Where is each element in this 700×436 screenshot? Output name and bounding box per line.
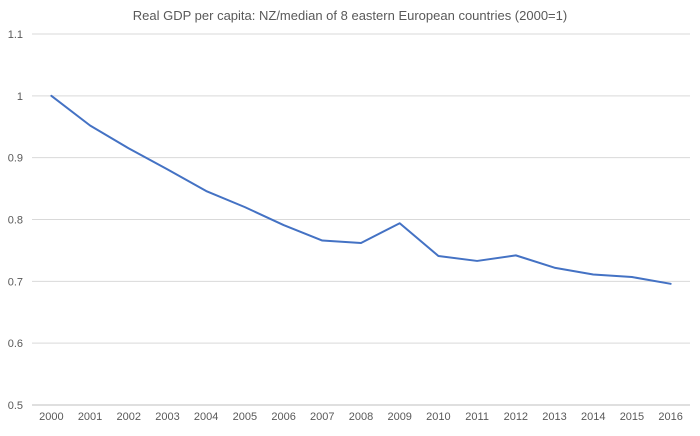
series-line xyxy=(50,94,672,285)
series-layer xyxy=(49,93,673,286)
chart-title: Real GDP per capita: NZ/median of 8 east… xyxy=(133,8,567,23)
data-point xyxy=(591,272,596,277)
x-tick-label: 2010 xyxy=(426,411,450,423)
data-point xyxy=(436,253,441,258)
data-point xyxy=(281,223,286,228)
data-point xyxy=(49,93,54,98)
data-point xyxy=(126,146,131,151)
data-point xyxy=(320,238,325,243)
data-point xyxy=(513,253,518,258)
x-tick-label: 2005 xyxy=(233,411,257,423)
x-tick-label: 2011 xyxy=(465,411,489,423)
y-tick-label: 0.6 xyxy=(8,338,23,350)
data-point xyxy=(629,275,634,280)
x-tick-label: 2001 xyxy=(78,411,102,423)
y-tick-label: 0.5 xyxy=(8,400,23,412)
x-tick-label: 2000 xyxy=(39,411,63,423)
y-tick-label: 0.7 xyxy=(8,276,23,288)
y-tick-label: 1.1 xyxy=(8,29,23,41)
x-tick-label: 2004 xyxy=(194,411,218,423)
data-point xyxy=(668,281,673,286)
y-tick-label: 0.9 xyxy=(8,153,23,165)
x-tick-label: 2006 xyxy=(271,411,295,423)
y-tick-label: 1 xyxy=(17,91,23,103)
data-point xyxy=(88,123,93,128)
data-point xyxy=(475,258,480,263)
data-point xyxy=(552,265,557,270)
x-tick-label: 2008 xyxy=(349,411,373,423)
x-tick-label: 2002 xyxy=(117,411,141,423)
data-point xyxy=(204,189,209,194)
x-axis-tick-labels: 2000 2001 2002 2003 2004 2005 2006 2007 2008 2009… xyxy=(39,411,683,423)
data-point xyxy=(359,240,364,245)
data-point xyxy=(397,221,402,226)
x-tick-label: 2012 xyxy=(504,411,528,423)
x-tick-label: 2016 xyxy=(658,411,682,423)
y-tick-label: 0.8 xyxy=(8,215,23,227)
data-point xyxy=(242,205,247,210)
x-tick-label: 2015 xyxy=(620,411,644,423)
x-tick-label: 2007 xyxy=(310,411,334,423)
x-tick-label: 2009 xyxy=(387,411,411,423)
data-point xyxy=(165,167,170,172)
x-tick-label: 2013 xyxy=(542,411,566,423)
gridlines xyxy=(32,33,690,344)
y-axis-tick-labels: 0.5 0.6 0.7 0.8 0.9 1 1.1 xyxy=(8,29,23,412)
x-tick-label: 2014 xyxy=(581,411,605,423)
x-tick-label: 2003 xyxy=(155,411,179,423)
